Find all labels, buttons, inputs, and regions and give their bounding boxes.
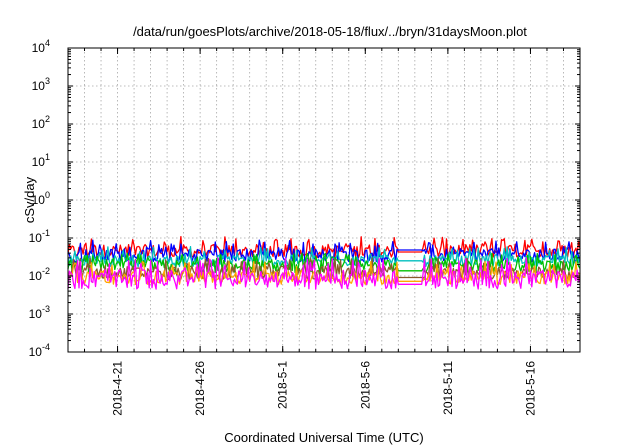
y-tick-label: 10-4: [29, 342, 50, 359]
y-tick-label: 10-3: [29, 304, 50, 321]
series-line-7: [67, 257, 581, 290]
y-tick-label: 103: [32, 76, 50, 93]
y-axis-label: cSv/day: [22, 176, 37, 223]
x-tick-label: 2018-5-6: [358, 361, 372, 409]
y-tick-label: 10-1: [29, 228, 50, 245]
y-tick-label: 104: [32, 38, 50, 55]
x-tick-label: 2018-5-1: [276, 361, 290, 409]
y-tick-label: 102: [32, 114, 50, 131]
x-tick-label: 2018-5-11: [441, 361, 455, 415]
chart-title: /data/run/goesPlots/archive/2018-05-18/f…: [133, 24, 527, 39]
grid-layer: [68, 48, 580, 352]
series-layer: [67, 235, 581, 290]
x-tick-label: 2018-4-26: [193, 361, 207, 416]
x-axis-label: Coordinated Universal Time (UTC): [224, 430, 423, 445]
tick-layer: 10-4 10-3 10-2 10-1 100 101 102 103 104 2018-4-21…: [29, 38, 580, 416]
y-tick-label: 100: [32, 190, 50, 207]
x-tick-label: 2018-4-21: [111, 361, 125, 416]
x-tick-label: 2018-5-16: [523, 361, 537, 416]
y-tick-label: 10-2: [29, 266, 50, 283]
y-tick-label: 101: [32, 152, 50, 169]
